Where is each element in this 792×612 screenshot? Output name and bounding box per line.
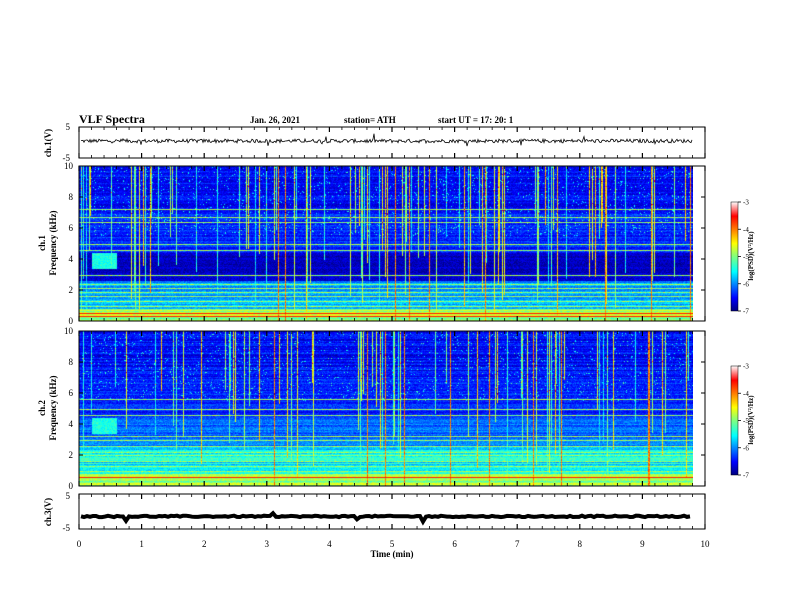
ch1-spectrogram-ytick-label: 6 <box>69 223 74 233</box>
x-tick-labels: 0 1 2 3 4 5 6 7 8 9 10 <box>77 539 710 549</box>
ch1-colorbar-tick-label: -7 <box>743 308 749 316</box>
ch2-spectrogram-ytick-label: 10 <box>64 326 74 336</box>
ch1-colorbar-label: log(PSD)(V²/Hz) <box>747 231 755 281</box>
x-tick-label: 0 <box>77 539 82 549</box>
ch1-spectrogram-ytick-label: 10 <box>64 161 74 171</box>
ch2-spectrogram-ytick-label: 0 <box>69 481 74 491</box>
ch1-spectrogram-ylabel-channel: ch.1 <box>37 235 47 251</box>
x-tick-label: 4 <box>327 539 332 549</box>
ch2-spectrogram-ylabel-channel: ch.2 <box>37 400 47 416</box>
ch1-colorbar-gradient <box>730 201 739 312</box>
ch2-spectrogram-ytick-label: 8 <box>69 357 74 367</box>
ch1-colorbar-tick-label: -4 <box>743 226 749 234</box>
x-tick-label: 5 <box>390 539 395 549</box>
x-tick-label: 1 <box>139 539 144 549</box>
start-time-label: start UT = 17: 20: 1 <box>438 115 514 125</box>
ch2-colorbar-tick-label: -7 <box>743 472 749 480</box>
ch2-spectrogram-panel: 0 2 4 6 8 10 ch.2 Frequency (kHz) <box>37 326 706 491</box>
x-tick-label: 10 <box>701 539 711 549</box>
ch2-spectrogram-ytick-label: 2 <box>69 450 74 460</box>
ch1-spectrogram-panel: 0 2 4 6 8 10 ch.1 Frequency (kHz) <box>37 161 706 326</box>
ch2-colorbar: -3 -4 -5 -6 -7 log(PSD)(V²/Hz) <box>730 363 755 480</box>
ch1-spectrogram-ytick-label: 4 <box>69 254 74 264</box>
figure-title: VLF Spectra <box>79 112 145 126</box>
ch1-ylabel: ch.1(V) <box>43 129 53 157</box>
x-tick-marks <box>78 127 706 529</box>
ch3-ylabel: ch.3(V) <box>43 498 53 526</box>
ch1-spectrogram-ytick-label: 8 <box>69 192 74 202</box>
ch1-spectrogram-image <box>79 166 693 321</box>
x-tick-label: 8 <box>578 539 583 549</box>
ch1-spectrogram-ytick-label: 2 <box>69 285 74 295</box>
ch1-colorbar-tick-label: -5 <box>743 253 749 261</box>
ch3-waveform-panel: 5 -5 ch.3(V) <box>43 491 706 533</box>
x-tick-label: 2 <box>202 539 207 549</box>
ch2-spectrogram-ylabel-frequency: Frequency (kHz) <box>48 375 58 440</box>
ch2-spectrogram-image <box>79 331 693 486</box>
ch2-spectrogram-image-holder <box>79 331 693 486</box>
ch1-spectrogram-ytick-label: 0 <box>69 316 74 326</box>
ch2-colorbar-label: log(PSD)(V²/Hz) <box>747 395 755 445</box>
ch2-spectrogram-ytick-label: 4 <box>69 419 74 429</box>
x-axis-label: Time (min) <box>370 549 413 559</box>
ch1-waveform-panel: 5 -5 ch.1(V) <box>43 122 706 163</box>
ch3-waveform-line <box>80 510 691 526</box>
x-tick-label: 9 <box>640 539 645 549</box>
ch1-ytick-bottom: -5 <box>63 153 71 163</box>
ch3-ytick-top: 5 <box>66 491 71 501</box>
ch1-ytick-top: 5 <box>66 122 71 132</box>
station-label: station= ATH <box>344 115 396 125</box>
ch1-colorbar-tick-label: -3 <box>743 199 749 207</box>
ch1-waveform-line <box>80 133 693 147</box>
ch3-ytick-bottom: -5 <box>63 523 71 533</box>
ch3-waveform-frame <box>78 493 706 530</box>
x-tick-label: 3 <box>265 539 270 549</box>
ch2-colorbar-tick-label: -5 <box>743 417 749 425</box>
ch1-spectrogram-image-holder <box>79 166 693 321</box>
date-label: Jan. 26, 2021 <box>250 115 301 125</box>
ch1-spectrogram-ylabel-frequency: Frequency (kHz) <box>48 210 58 275</box>
ch2-colorbar-tick-label: -3 <box>743 363 749 371</box>
x-tick-label: 7 <box>515 539 520 549</box>
x-tick-label: 6 <box>452 539 457 549</box>
ch2-spectrogram-ytick-label: 6 <box>69 388 74 398</box>
ch1-colorbar-tick-label: -6 <box>743 280 749 288</box>
ch2-colorbar-tick-label: -6 <box>743 444 749 452</box>
ch2-colorbar-gradient <box>730 365 739 476</box>
ch1-colorbar: -3 -4 -5 -6 -7 log(PSD)(V²/Hz) <box>730 199 755 316</box>
ch2-colorbar-tick-label: -4 <box>743 390 749 398</box>
